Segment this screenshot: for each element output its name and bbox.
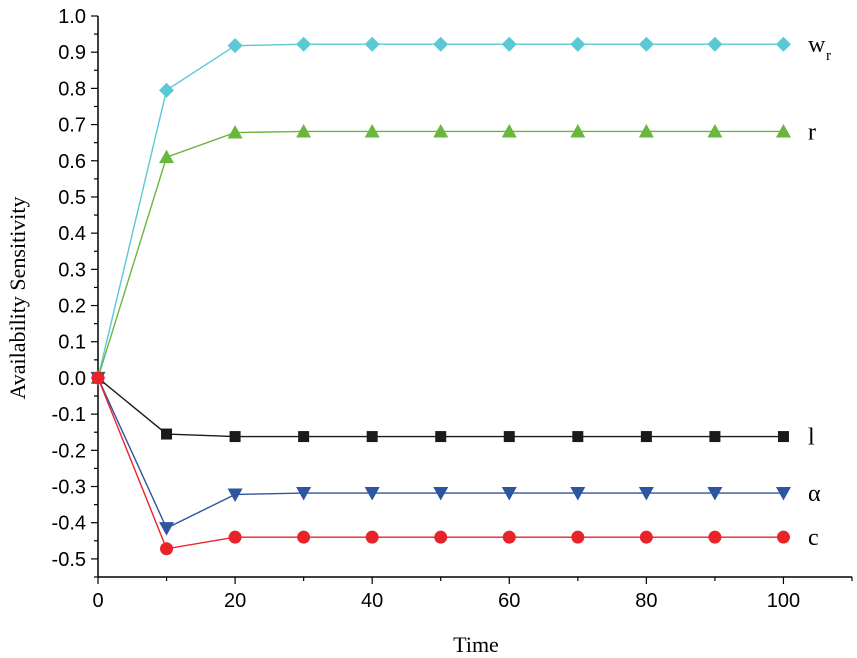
series-line-c	[97, 377, 784, 550]
series-c	[91, 371, 790, 556]
data-point-c	[160, 542, 174, 556]
data-point-l	[161, 428, 173, 440]
data-point-alpha	[227, 488, 243, 502]
data-point-r	[570, 123, 586, 138]
x-axis-title: Time	[453, 632, 499, 657]
series-r	[90, 123, 791, 384]
data-point-c	[776, 530, 790, 544]
data-point-r	[775, 123, 791, 138]
data-point-r	[707, 123, 723, 138]
y-tick-label: -0.1	[52, 404, 86, 426]
data-point-r	[501, 123, 517, 138]
series-line-wr	[97, 43, 784, 379]
x-tick-label: 20	[224, 590, 246, 612]
y-tick-label: 0.9	[58, 42, 86, 64]
data-point-c	[639, 530, 653, 544]
data-point-alpha	[433, 487, 449, 501]
data-point-r	[433, 123, 449, 138]
x-tick-label: 0	[92, 590, 103, 612]
data-point-alpha	[775, 487, 791, 501]
y-tick-label: 0.6	[58, 151, 86, 173]
x-tick-label: 40	[361, 590, 383, 612]
data-point-l	[435, 431, 447, 443]
axes	[97, 16, 852, 578]
data-point-l	[366, 431, 378, 443]
data-point-c	[502, 530, 516, 544]
series-layer	[90, 36, 791, 556]
series-l	[92, 372, 789, 443]
data-point-wr	[227, 38, 243, 54]
series-line-alpha	[97, 377, 784, 530]
series-line-l	[97, 377, 784, 438]
data-point-c	[571, 530, 585, 544]
y-tick-label: 0.2	[58, 296, 86, 318]
x-tick-label: 100	[767, 590, 800, 612]
data-point-alpha	[159, 522, 175, 536]
series-label-wr: w	[808, 32, 826, 58]
y-tick-label: 1.0	[58, 6, 86, 28]
data-point-r	[638, 123, 654, 138]
data-point-alpha	[501, 487, 517, 501]
x-tick-label: 60	[498, 590, 520, 612]
data-point-r	[296, 123, 312, 138]
y-tick-label: 0.1	[58, 332, 86, 354]
data-point-l	[503, 431, 515, 443]
data-point-wr	[296, 36, 312, 52]
data-point-alpha	[638, 487, 654, 501]
data-point-alpha	[707, 487, 723, 501]
data-point-l	[709, 431, 721, 443]
data-point-alpha	[296, 487, 312, 501]
data-point-wr	[707, 36, 723, 52]
y-tick-label: 0.4	[58, 223, 86, 245]
series-line-r	[97, 130, 784, 379]
data-point-alpha	[570, 487, 586, 501]
data-point-c	[91, 371, 105, 385]
data-point-c	[228, 530, 242, 544]
data-point-wr	[638, 36, 654, 52]
tick-labels: 0 20 40 60 80 100 1.0 0.9 0.8 0.7 0.6 0.5 0.4 0.3 0.2 0…	[52, 6, 801, 612]
y-tick-label: 0.3	[58, 259, 86, 281]
data-point-l	[777, 431, 789, 443]
data-point-l	[572, 431, 584, 443]
data-point-r	[227, 125, 243, 139]
data-point-r	[364, 123, 380, 138]
y-axis-title: Availability Sensitivity	[5, 196, 30, 399]
series-label-c: c	[808, 525, 819, 551]
data-point-c	[365, 530, 379, 544]
data-point-alpha	[364, 487, 380, 501]
x-tick-label: 80	[635, 590, 657, 612]
series-wr	[90, 36, 791, 386]
data-point-l	[640, 431, 652, 443]
series-label-alpha: α	[808, 481, 821, 507]
y-tick-label: 0.7	[58, 115, 86, 137]
series-label-r: r	[808, 119, 816, 145]
y-tick-label: -0.4	[52, 513, 86, 535]
data-point-c	[297, 530, 311, 544]
data-point-wr	[364, 36, 380, 52]
data-point-wr	[501, 36, 517, 52]
y-tick-label: -0.5	[52, 549, 86, 571]
data-point-wr	[159, 82, 175, 98]
y-tick-label: 0.5	[58, 187, 86, 209]
data-point-c	[434, 530, 448, 544]
series-alpha	[90, 371, 791, 536]
y-tick-label: -0.2	[52, 440, 86, 462]
series-label-l: l	[808, 425, 815, 451]
y-tick-label: 0.8	[58, 78, 86, 100]
data-point-l	[229, 431, 241, 443]
data-point-wr	[570, 36, 586, 52]
data-point-wr	[775, 36, 791, 52]
data-point-l	[298, 431, 310, 443]
data-point-c	[708, 530, 722, 544]
data-point-r	[159, 149, 175, 164]
y-tick-label: -0.3	[52, 477, 86, 499]
series-label-sub-wr: r	[826, 48, 831, 64]
data-point-wr	[433, 36, 449, 52]
tick-marks	[91, 15, 853, 584]
y-tick-label: 0.0	[58, 368, 86, 390]
